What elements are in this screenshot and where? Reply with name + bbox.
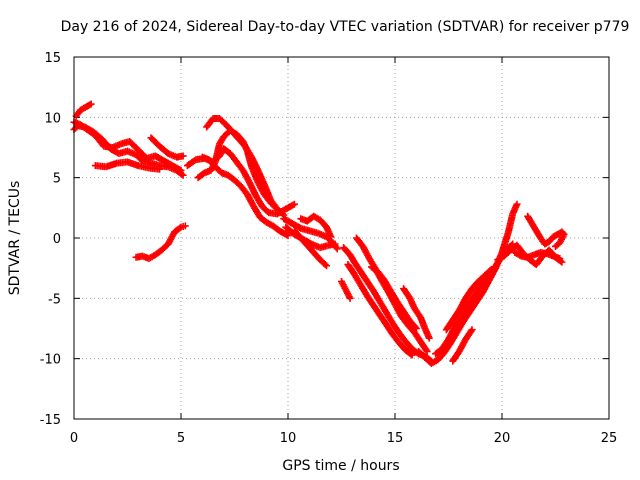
grid — [74, 57, 609, 419]
data-point-marker — [411, 323, 419, 331]
data-point-marker — [323, 262, 331, 270]
data-point-marker — [179, 171, 187, 179]
data-point-marker — [558, 258, 566, 266]
y-axis-label: SDTVAR / TECUs — [7, 181, 23, 296]
data-point-marker — [553, 241, 561, 249]
x-tick-label: 15 — [387, 431, 404, 446]
data-point-marker — [86, 101, 94, 109]
data-point-marker — [408, 351, 416, 359]
data-point-marker — [181, 222, 189, 230]
data-point-marker — [422, 346, 430, 354]
data-point-marker — [486, 267, 494, 275]
data-point-marker — [412, 325, 420, 332]
y-tick-label: -15 — [40, 413, 61, 428]
x-tick-label: 10 — [280, 431, 297, 446]
data-point-marker — [321, 261, 329, 269]
chart-title: Day 216 of 2024, Sidereal Day-to-day VTE… — [61, 19, 630, 35]
data-point-marker — [284, 232, 292, 240]
data-point-marker — [513, 200, 521, 208]
x-tick-label: 5 — [177, 431, 185, 446]
y-tick-label: -5 — [48, 292, 61, 307]
data-point-marker — [87, 100, 95, 108]
data-point-marker — [552, 242, 559, 250]
plot-frame — [73, 56, 610, 420]
data-point-marker — [407, 350, 415, 358]
data-point-marker — [272, 204, 280, 212]
x-tick-label: 25 — [601, 431, 618, 446]
x-tick-label: 20 — [494, 431, 511, 446]
data-point-marker — [467, 327, 475, 335]
data-point-marker — [176, 166, 184, 174]
data-point-marker — [327, 233, 335, 241]
x-axis-label: GPS time / hours — [282, 458, 399, 474]
y-tick-label: 0 — [53, 232, 61, 247]
y-tick-label: 15 — [44, 51, 61, 66]
data-point-marker — [178, 170, 186, 178]
data-point-marker — [346, 294, 354, 302]
data-point-marker — [283, 231, 291, 239]
y-tick-label: 10 — [44, 111, 61, 126]
x-tick-label: 0 — [70, 431, 78, 446]
y-tick-label: 5 — [53, 172, 61, 187]
data-point-marker — [179, 152, 187, 160]
data-point-marker — [423, 347, 431, 355]
y-tick-label: -10 — [40, 353, 61, 368]
data-point-marker — [278, 210, 286, 218]
data-point-marker — [273, 205, 281, 213]
data-point-marker — [468, 326, 476, 334]
data-point-marker — [295, 224, 303, 232]
data-point-marker — [191, 157, 199, 165]
data-point-marker — [333, 245, 341, 253]
data-point-marker — [487, 265, 495, 273]
data-point-marker — [177, 166, 185, 174]
data-point-marker — [331, 240, 339, 248]
data-point-marker — [289, 201, 297, 209]
data-point-marker — [156, 165, 164, 173]
data-point-marker — [425, 334, 433, 342]
data-points — [70, 100, 568, 367]
data-point-marker — [290, 200, 298, 208]
data-point-marker — [556, 255, 564, 263]
